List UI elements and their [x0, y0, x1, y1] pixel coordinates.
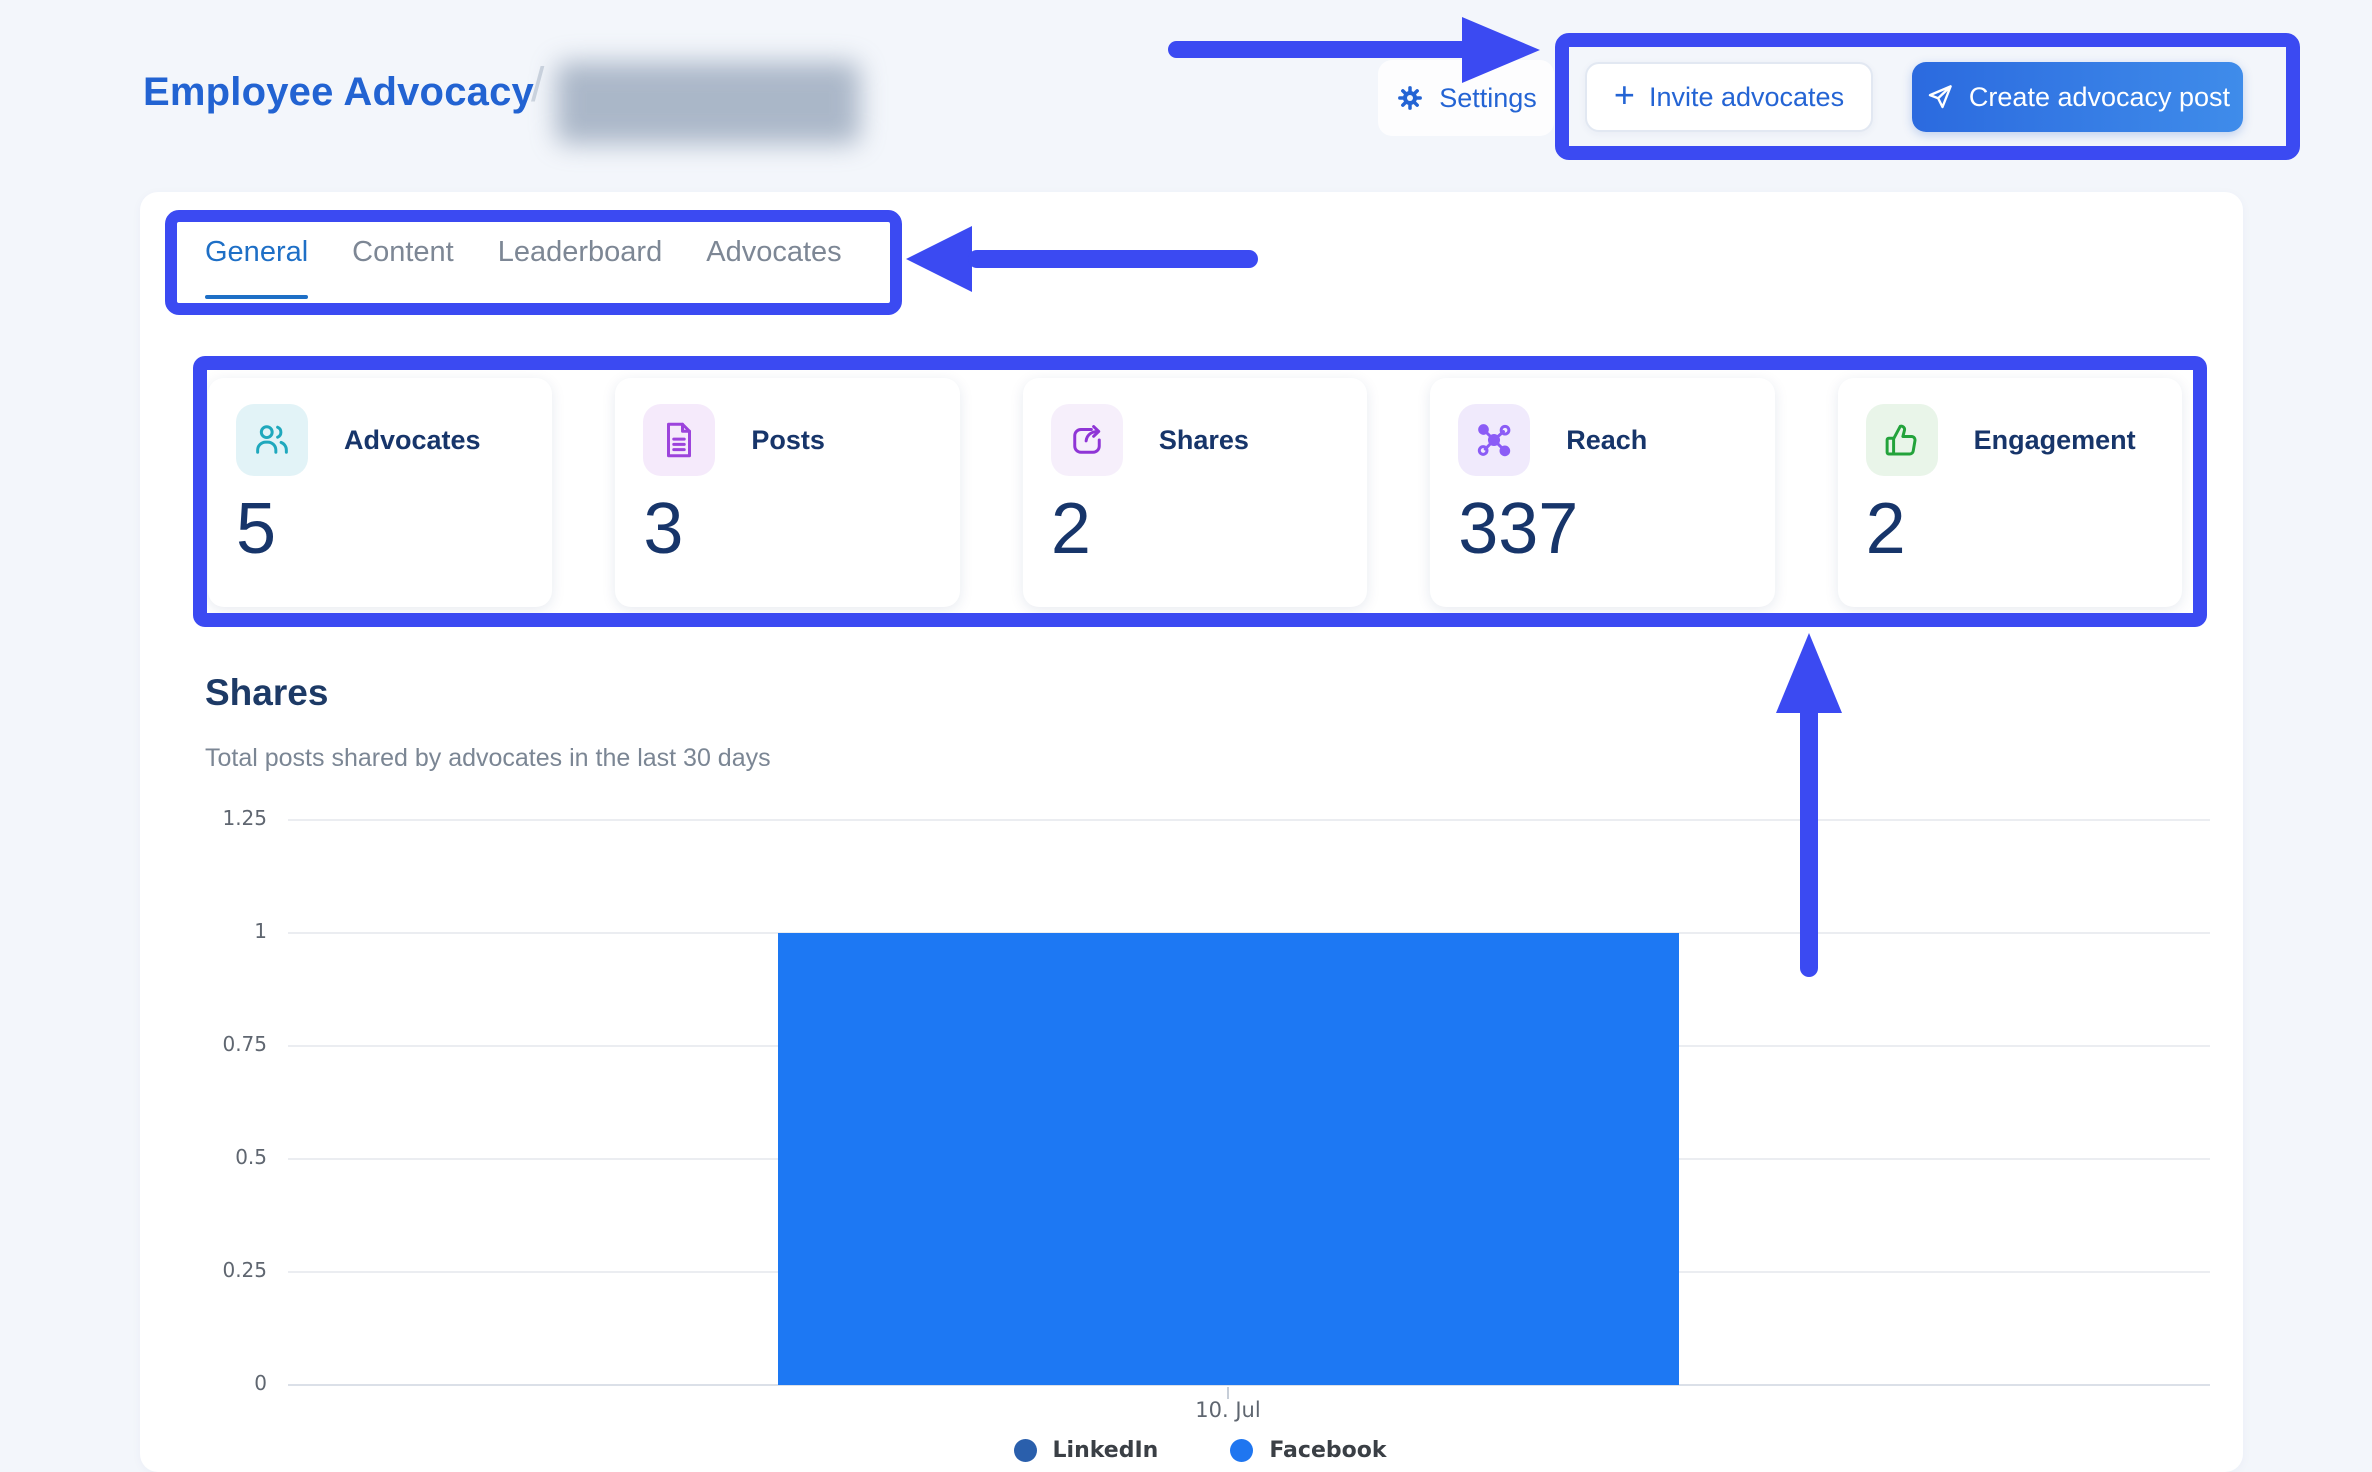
- plus-icon: +: [1613, 74, 1635, 115]
- stat-value: 5: [236, 489, 277, 569]
- stat-label: Advocates: [344, 424, 481, 455]
- stat-value: 2: [1050, 489, 1091, 569]
- x-axis-line: [288, 1384, 2210, 1386]
- y-tick-label: 1: [254, 919, 267, 943]
- people-icon: [236, 404, 308, 476]
- stat-card-advocates: Advocates 5: [208, 378, 553, 607]
- stat-label: Shares: [1158, 424, 1249, 455]
- tab-leaderboard[interactable]: Leaderboard: [497, 236, 663, 268]
- network-icon: [1458, 404, 1531, 476]
- y-tick-label: 1.25: [222, 806, 267, 830]
- facebook-shares-bar: [778, 933, 1679, 1385]
- tab-general[interactable]: General: [205, 236, 309, 299]
- stat-card-reach: Reach 337: [1430, 378, 1775, 607]
- settings-label: Settings: [1439, 82, 1537, 113]
- gear-icon: [1395, 83, 1425, 113]
- y-tick-label: 0: [254, 1371, 267, 1395]
- gridline: [288, 819, 2210, 821]
- document-icon: [643, 404, 716, 476]
- invite-advocates-button[interactable]: + Invite advocates: [1585, 62, 1873, 132]
- stat-card-engagement: Engagement 2: [1837, 378, 2183, 607]
- shares-section-title: Shares: [205, 672, 329, 713]
- share-icon: [1050, 404, 1123, 476]
- tab-content[interactable]: Content: [352, 236, 454, 268]
- shares-section-subtitle: Total posts shared by advocates in the l…: [205, 744, 771, 772]
- settings-button[interactable]: Settings: [1378, 60, 1554, 136]
- legend-label: LinkedIn: [1052, 1438, 1159, 1463]
- thumbs-up-icon: [1865, 404, 1938, 476]
- annotation-arrow-to-buttons-tail: [1168, 41, 1470, 58]
- breadcrumb-separator: /: [531, 59, 545, 112]
- stat-card-shares: Shares 2: [1022, 378, 1368, 607]
- stat-card-posts: Posts 3: [615, 378, 960, 607]
- legend-item-facebook[interactable]: Facebook: [1230, 1438, 1386, 1463]
- create-advocacy-post-label: Create advocacy post: [1968, 81, 2231, 112]
- stat-label: Posts: [751, 424, 825, 455]
- stat-label: Reach: [1566, 424, 1648, 455]
- legend-label: Facebook: [1269, 1438, 1387, 1463]
- linkedin-legend-dot: [1013, 1439, 1037, 1462]
- page-title: Employee Advocacy: [143, 70, 534, 114]
- y-tick-label: 0.5: [235, 1145, 267, 1169]
- chart-legend: LinkedIn Facebook: [190, 1438, 2210, 1463]
- stat-label: Engagement: [1973, 424, 2136, 455]
- tab-advocates[interactable]: Advocates: [706, 236, 842, 268]
- y-tick-label: 0.75: [222, 1032, 267, 1056]
- facebook-legend-dot: [1230, 1439, 1254, 1462]
- tab-bar: General Content Leaderboard Advocates: [205, 236, 842, 299]
- stats-row: Advocates 5 Posts 3: [208, 378, 2183, 607]
- stat-value: 337: [1458, 489, 1579, 569]
- invite-advocates-label: Invite advocates: [1648, 81, 1845, 112]
- x-tick-label: 10. Jul: [1195, 1398, 1261, 1422]
- y-tick-label: 0.25: [222, 1258, 267, 1282]
- x-tick-mark: [1227, 1387, 1229, 1399]
- send-icon: [1925, 82, 1955, 112]
- stat-value: 3: [643, 489, 684, 569]
- stat-value: 2: [1865, 489, 1906, 569]
- legend-item-linkedin[interactable]: LinkedIn: [1013, 1438, 1159, 1463]
- create-advocacy-post-button[interactable]: Create advocacy post: [1912, 62, 2243, 132]
- account-name-blurred: [556, 62, 860, 144]
